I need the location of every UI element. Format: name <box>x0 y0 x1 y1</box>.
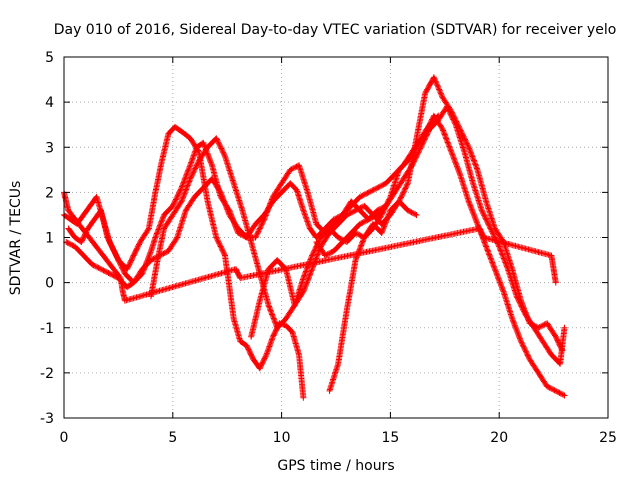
series-markers <box>248 198 420 340</box>
y-tick-label: 5 <box>45 50 54 66</box>
x-axis-label: GPS time / hours <box>277 458 394 474</box>
x-axis-ticks: 0 5 10 15 20 25 <box>60 57 617 446</box>
y-tick-label: 3 <box>45 140 54 156</box>
x-tick-label: 0 <box>60 430 69 446</box>
y-tick-label: 0 <box>45 276 54 292</box>
y-axis-label: SDTVAR / TECUs <box>8 181 24 296</box>
series-track-6 <box>326 112 568 399</box>
series-track-1 <box>61 123 307 401</box>
series-markers <box>326 112 568 399</box>
x-tick-label: 20 <box>490 430 508 446</box>
y-axis-ticks: -3 -2 -1 0 1 2 3 4 5 <box>40 50 608 427</box>
y-tick-label: -2 <box>40 366 54 382</box>
x-tick-label: 5 <box>168 430 177 446</box>
data-series <box>61 74 568 401</box>
y-tick-label: 1 <box>45 231 54 247</box>
y-tick-label: -3 <box>40 411 54 427</box>
y-tick-label: -1 <box>40 321 54 337</box>
y-tick-label: 2 <box>45 185 54 201</box>
series-markers <box>61 123 307 401</box>
y-tick-label: 4 <box>45 95 54 111</box>
x-tick-label: 10 <box>273 430 291 446</box>
chart-title: Day 010 of 2016, Sidereal Day-to-day VTE… <box>54 22 617 38</box>
series-track-7 <box>248 198 420 340</box>
x-tick-label: 25 <box>599 430 617 446</box>
x-tick-label: 15 <box>381 430 399 446</box>
